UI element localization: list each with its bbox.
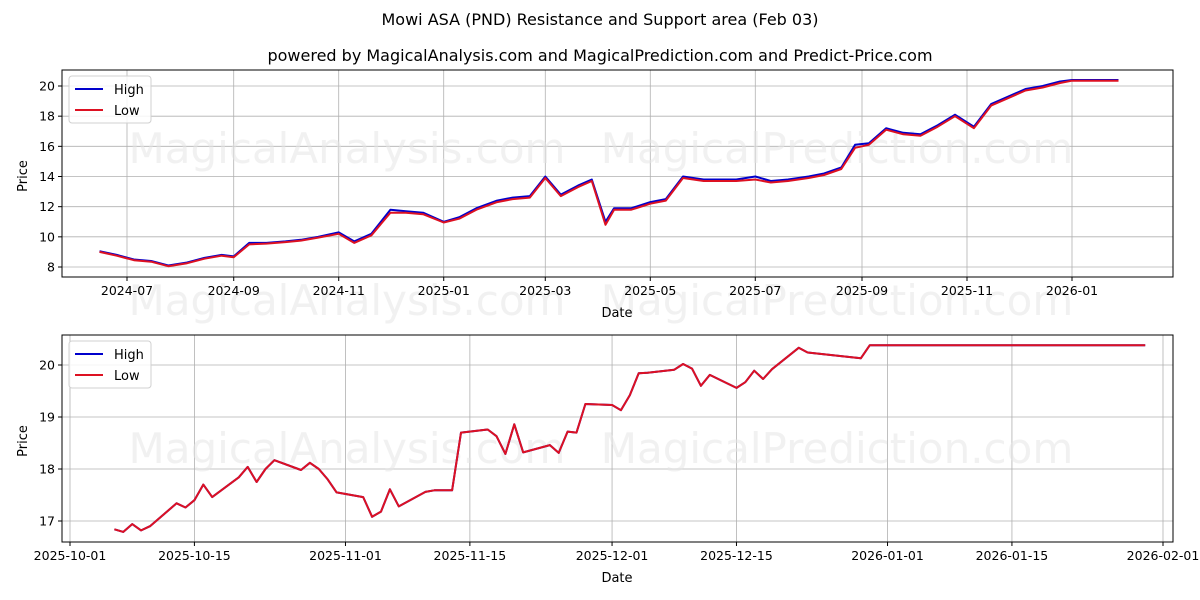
- bottom-y-axis-label: Price: [16, 425, 31, 457]
- chart-subtitle: powered by MagicalAnalysis.com and Magic…: [267, 46, 933, 65]
- y-tick-label: 20: [39, 358, 55, 373]
- top-plot-area: [62, 70, 1173, 277]
- watermark-analysis-bottom: MagicalAnalysis.com: [129, 424, 566, 473]
- bottom-legend-box: [68, 340, 152, 389]
- y-tick-label: 19: [39, 410, 55, 425]
- chart-title: Mowi ASA (PND) Resistance and Support ar…: [381, 10, 819, 29]
- y-tick-label: 10: [39, 229, 55, 244]
- top-price-chart: MagicalAnalysis.com MagicalPrediction.co…: [16, 69, 1174, 325]
- top-axis-ticks: 2024-07 2024-09 2024-11 2025-01 2025-03 2025-…: [39, 79, 1098, 299]
- y-tick-label: 8: [47, 260, 55, 275]
- top-series-lines: [99, 79, 1119, 268]
- x-tick-label: 2026-01: [1046, 283, 1098, 298]
- x-tick-label: 2025-11: [941, 283, 993, 298]
- x-tick-label: 2025-10-15: [158, 548, 231, 563]
- x-tick-label: 2025-11-01: [309, 548, 382, 563]
- bottom-x-axis-label: Date: [601, 571, 632, 586]
- x-tick-label: 2025-12-15: [700, 548, 773, 563]
- legend-low-label: Low: [114, 369, 140, 384]
- x-tick-label: 2024-07: [101, 283, 153, 298]
- y-tick-label: 18: [39, 109, 55, 124]
- x-tick-label: 2025-10-01: [34, 548, 107, 563]
- x-tick-label: 2024-09: [208, 283, 260, 298]
- watermark-prediction-mid: MagicalPrediction.com: [601, 276, 1074, 325]
- y-tick-label: 12: [39, 199, 55, 214]
- x-tick-label: 2025-01: [418, 283, 470, 298]
- x-tick-label: 2026-01-01: [851, 548, 924, 563]
- watermark-prediction-top: MagicalPrediction.com: [601, 124, 1074, 173]
- y-tick-label: 14: [39, 169, 55, 184]
- legend-high-label: High: [114, 348, 144, 363]
- watermark-analysis-mid: MagicalAnalysis.com: [129, 276, 566, 325]
- y-tick-label: 17: [39, 514, 55, 529]
- x-tick-label: 2025-12-01: [576, 548, 649, 563]
- top-grid: [62, 70, 1173, 277]
- series-low-line: [99, 79, 1119, 268]
- legend-low-label: Low: [114, 104, 140, 119]
- bottom-legend: High Low: [68, 340, 152, 389]
- x-tick-label: 2024-11: [313, 283, 365, 298]
- top-y-axis-label: Price: [16, 160, 31, 192]
- x-tick-label: 2026-02-01: [1127, 548, 1200, 563]
- top-legend: High Low: [68, 75, 152, 124]
- x-tick-label: 2025-05: [624, 283, 676, 298]
- bottom-price-chart: MagicalAnalysis.com MagicalPrediction.co…: [16, 334, 1200, 586]
- watermark-prediction-bottom: MagicalPrediction.com: [601, 424, 1074, 473]
- top-legend-box: [68, 75, 152, 124]
- x-tick-label: 2025-11-15: [434, 548, 507, 563]
- watermark-analysis-top: MagicalAnalysis.com: [129, 124, 566, 173]
- bottom-series-lines: [114, 344, 1146, 533]
- x-tick-label: 2026-01-15: [976, 548, 1049, 563]
- bottom-axes-frame: [61, 334, 1174, 543]
- bottom-plot-area: [62, 335, 1173, 542]
- x-tick-label: 2025-09: [836, 283, 888, 298]
- x-tick-label: 2025-07: [729, 283, 781, 298]
- y-tick-label: 18: [39, 462, 55, 477]
- y-tick-label: 16: [39, 139, 55, 154]
- top-x-axis-label: Date: [601, 306, 632, 321]
- legend-high-label: High: [114, 83, 144, 98]
- top-axes-frame: [61, 69, 1174, 278]
- series-low-line: [114, 344, 1146, 533]
- bottom-axis-ticks: 2025-10-01 2025-10-15 2025-11-01 2025-11-15…: [34, 358, 1200, 564]
- x-tick-label: 2025-03: [519, 283, 571, 298]
- y-tick-label: 20: [39, 79, 55, 94]
